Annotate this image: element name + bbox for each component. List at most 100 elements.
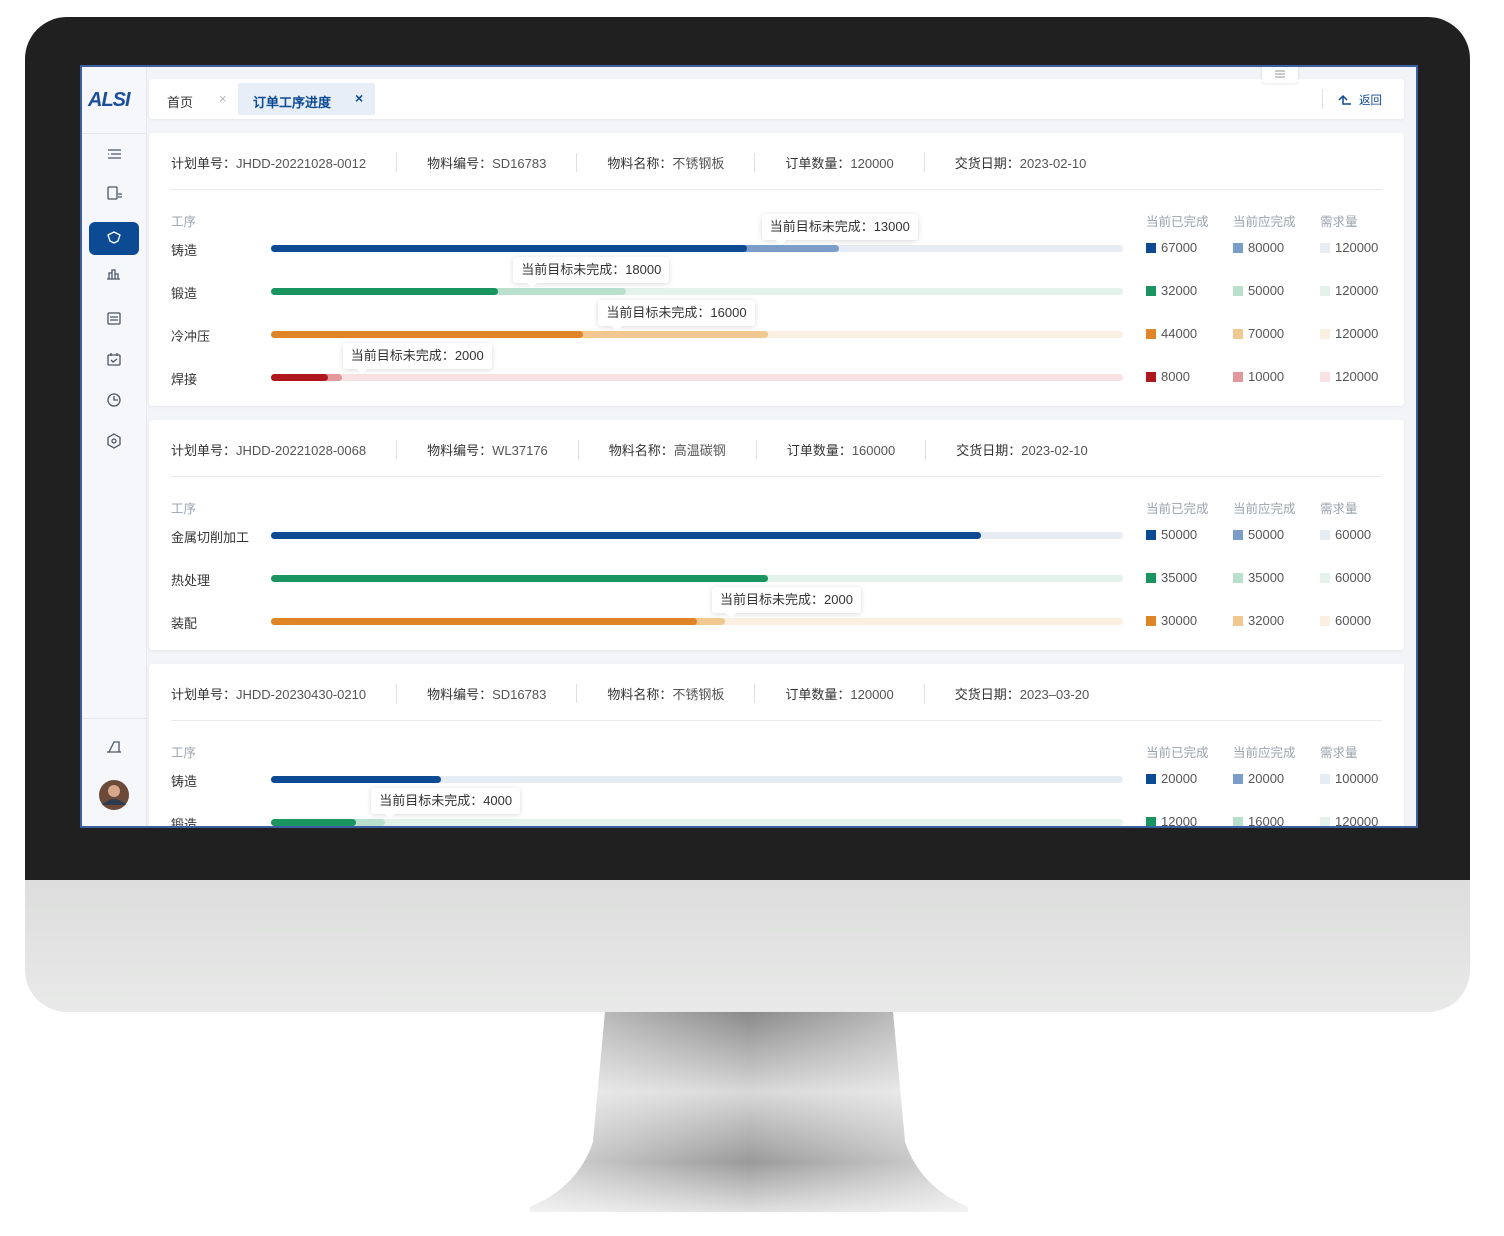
info-field: 计划单号：JHDD-20221028-0068 [171,440,396,459]
back-icon[interactable] [1337,92,1353,106]
info-field: 订单数量：160000 [755,440,925,459]
divider [171,189,1382,190]
done-bar [271,575,768,582]
info-field: 订单数量：120000 [754,153,923,172]
column-header: 工序 [171,502,197,516]
order-card: 计划单号：JHDD-20230430-0210 物料编号：SD16783 物料名称：… [149,664,1404,828]
legend-item: 16000 [1233,814,1284,826]
legend-item: 100000 [1320,771,1378,786]
tooltip-value: 2000 [454,348,484,363]
demand-value: 120000 [1335,369,1379,384]
field-value: 2023-02-10 [1021,443,1088,458]
tab[interactable]: 首页 [167,95,194,110]
process-name: 铸造 [171,243,198,258]
legend-item: 12000 [1146,814,1198,828]
field-label: 物料名称： [608,443,674,458]
legend-swatch [1233,573,1243,583]
done-bar [271,532,981,539]
done-value: 44000 [1161,326,1198,341]
should-value: 10000 [1248,369,1285,384]
info-field: 物料编号：SD16783 [396,153,576,172]
order-info: 计划单号：JHDD-20221028-0012 物料编号：SD16783 物料名称：… [171,153,1116,172]
legend-swatch [1146,817,1156,826]
legend-swatch [1233,817,1243,826]
legend-swatch [1320,530,1330,540]
bottom-icons[interactable] [82,735,146,815]
column-header: 当前已完成 [1146,502,1209,516]
tooltip-label: 当前目标未完成： [521,262,626,277]
order-info: 计划单号：JHDD-20221028-0068 物料编号：WL37176 物料名称：… [171,440,1118,459]
divider [82,718,146,719]
demand-track [271,819,1123,826]
done-bar [271,331,584,338]
gap-tooltip: 当前目标未完成：13000 [761,214,918,245]
monitor-stand [530,1012,968,1212]
divider [171,720,1382,721]
field-label: 订单数量： [785,156,851,171]
field-value: SD16783 [492,687,547,702]
field-value: 120000 [850,156,894,171]
tab-close[interactable]: × [219,91,227,106]
process-name: 锻造 [171,286,198,301]
legend-item: 120000 [1320,326,1378,341]
field-label: 物料编号： [427,687,493,702]
field-label: 物料编号： [427,156,493,171]
legend-item: 120000 [1320,369,1378,384]
active-tab[interactable] [238,83,375,115]
legend-swatch [1320,372,1330,382]
process-name: 装配 [171,616,198,631]
info-field: 交货日期：2023–03-20 [923,684,1119,703]
legend-swatch [1320,817,1330,826]
field-value: 120000 [850,687,894,702]
legend-item: 50000 [1146,527,1197,542]
column-header: 需求量 [1320,215,1358,229]
done-value: 50000 [1161,527,1198,542]
field-value: 不锈钢板 [672,687,725,702]
legend-item: 35000 [1233,570,1284,585]
should-value: 80000 [1248,240,1285,255]
info-field: 物料名称：高温碳钢 [577,440,756,459]
legend-swatch [1233,286,1243,296]
demand-value: 120000 [1335,240,1379,255]
done-value: 20000 [1161,771,1198,786]
field-value: JHDD-20221028-0068 [236,443,367,458]
tooltip-label: 当前目标未完成： [769,219,874,234]
done-value: 12000 [1161,814,1198,828]
column-header: 工序 [171,215,197,229]
gap-tooltip: 当前目标未完成：16000 [598,300,755,331]
gap-tooltip: 当前目标未完成：4000 [371,788,521,819]
column-header: 当前应完成 [1233,746,1296,760]
process-name: 金属切削加工 [171,530,250,545]
tooltip-value: 18000 [625,262,662,277]
tab-bar: 首页 × 订单工序进度 × 返回 [149,67,1404,119]
menu-toggle[interactable] [1262,67,1298,83]
legend-item: 20000 [1146,771,1197,786]
back-button[interactable]: 返回 [1359,95,1382,107]
field-value: JHDD-20230430-0210 [236,687,367,702]
done-value: 67000 [1161,240,1198,255]
field-label: 物料名称： [607,156,673,171]
demand-value: 60000 [1335,570,1372,585]
legend-item: 8000 [1146,369,1190,384]
field-value: 2023–03-20 [1019,687,1090,702]
info-field: 物料名称：不锈钢板 [576,153,754,172]
legend-swatch [1233,372,1243,382]
field-value: WL37176 [492,443,548,458]
tab-close[interactable]: × [355,90,364,106]
process-name: 铸造 [171,774,198,789]
field-value: JHDD-20221028-0012 [236,156,367,171]
legend-item: 50000 [1233,527,1284,542]
divider [1322,89,1323,109]
legend-item: 60000 [1320,527,1371,542]
nav-icons[interactable] [82,139,146,459]
field-label: 交货日期： [954,687,1020,702]
legend-swatch [1146,530,1156,540]
legend-swatch [1233,616,1243,626]
tab[interactable]: 订单工序进度 [253,95,332,110]
legend-item: 70000 [1233,326,1284,341]
process-name: 冷冲压 [171,329,211,344]
legend-item: 32000 [1146,283,1197,298]
tooltip-label: 当前目标未完成： [606,305,711,320]
divider [82,133,146,134]
logo: ALSI [88,89,131,111]
